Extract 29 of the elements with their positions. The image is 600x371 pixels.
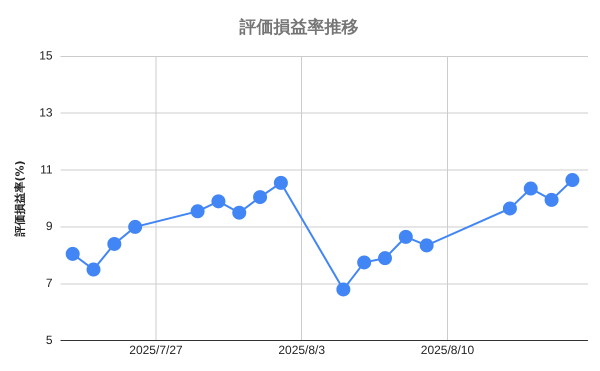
point	[398, 230, 413, 244]
point	[565, 173, 580, 188]
point	[232, 206, 246, 220]
point	[66, 246, 80, 261]
y-tick-label: 13	[39, 106, 53, 120]
y-tick-label: 15	[39, 48, 53, 63]
point	[544, 192, 559, 207]
point	[128, 220, 142, 234]
y-tick-label: 5	[46, 332, 53, 347]
x-tick-label: 2025/8/10	[420, 343, 474, 358]
point	[86, 262, 101, 277]
y-tick-label: 7	[46, 276, 53, 290]
point	[211, 194, 226, 208]
y-tick-label: 9	[46, 219, 53, 234]
y-axis-title: 評価損益率(%)	[13, 160, 26, 238]
point	[336, 282, 350, 296]
x-tick-label: 2025/7/27	[129, 343, 183, 358]
point	[357, 255, 372, 270]
point	[274, 176, 288, 190]
point	[378, 251, 392, 266]
y-tick-label: 11	[40, 162, 53, 176]
chart-title: 評価損益率推移	[238, 18, 358, 38]
x-tick-label: 2025/8/3	[278, 343, 326, 358]
point	[502, 201, 517, 216]
point	[524, 182, 538, 196]
point	[190, 204, 205, 218]
point	[420, 238, 434, 252]
point	[253, 190, 268, 204]
point	[107, 236, 122, 251]
